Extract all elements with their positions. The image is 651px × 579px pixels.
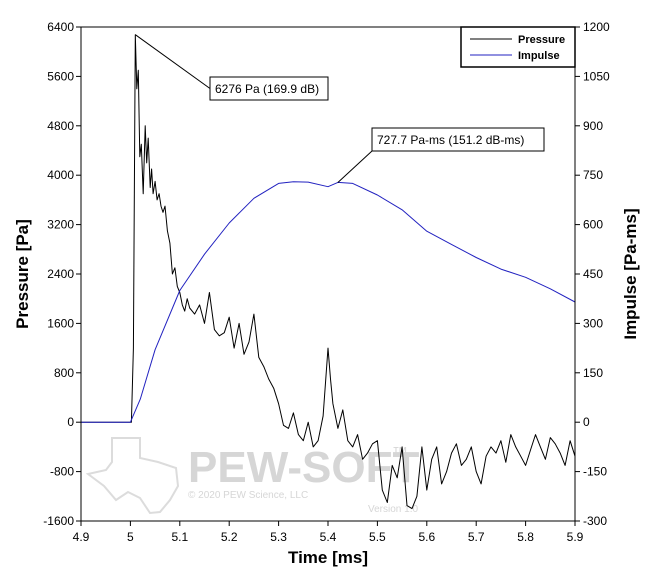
y2-tick-label: 0 — [583, 415, 590, 429]
y2-tick-label: 900 — [583, 119, 603, 133]
annotation-label-pressure: 6276 Pa (169.9 dB) — [215, 82, 319, 96]
y-tick-label: 6400 — [47, 20, 74, 34]
y-tick-label: 1600 — [47, 316, 74, 330]
annotation-layer: 6276 Pa (169.9 dB) 727.7 Pa-ms (151.2 dB-… — [135, 34, 545, 183]
legend: Pressure Impulse — [460, 26, 576, 68]
y-tick-label: 4800 — [47, 119, 74, 133]
x-tick-label: 5.5 — [369, 530, 386, 544]
annotation-leader-pressure — [135, 34, 211, 89]
watermark-brand: PEW-SOFT — [188, 443, 419, 492]
y-tick-label: -800 — [50, 465, 74, 479]
series-layer — [81, 34, 576, 510]
y2-axis-title: Impulse [Pa-ms] — [621, 208, 640, 339]
x-tick-label: 5.6 — [418, 530, 435, 544]
y2-tick-label: -150 — [583, 465, 607, 479]
watermark-version: Version 1.0 — [368, 504, 418, 515]
y-tick-label: 3200 — [47, 218, 74, 232]
x-tick-label: 5.7 — [468, 530, 485, 544]
annotation-leader-impulse — [337, 150, 373, 183]
y-axis-left: -1600 -800 0 800 1600 2400 3200 4000 4800 5600 640… — [43, 20, 81, 528]
legend-label-pressure: Pressure — [518, 34, 565, 46]
x-axis: 4.9 5 5.1 5.2 5.3 5.4 5.5 5.6 5.7 5.8 5.9 — [73, 521, 584, 544]
x-tick-label: 5 — [127, 530, 134, 544]
x-tick-label: 5.1 — [171, 530, 188, 544]
y2-tick-label: -300 — [583, 514, 607, 528]
y-axis-title: Pressure [Pa] — [13, 219, 32, 329]
watermark-trademark: ™ — [392, 445, 408, 462]
y-tick-label: 0 — [67, 415, 74, 429]
y2-tick-label: 450 — [583, 267, 603, 281]
x-tick-label: 5.2 — [221, 530, 238, 544]
y-tick-label: 2400 — [47, 267, 74, 281]
y2-tick-label: 750 — [583, 168, 603, 182]
legend-box — [460, 26, 576, 68]
x-tick-label: 4.9 — [73, 530, 90, 544]
x-tick-label: 5.4 — [320, 530, 337, 544]
legend-label-impulse: Impulse — [518, 50, 560, 62]
x-tick-label: 5.8 — [517, 530, 534, 544]
annotation-box-impulse — [371, 127, 545, 152]
x-axis-title: Time [ms] — [288, 548, 368, 567]
y-tick-label: 800 — [54, 366, 74, 380]
texas-logo-watermark — [85, 437, 180, 515]
series-line-impulse — [81, 181, 576, 423]
series-line-pressure — [81, 34, 576, 510]
y-tick-label: -1600 — [43, 514, 74, 528]
annotation-box-pressure — [209, 76, 329, 101]
y2-tick-label: 300 — [583, 316, 603, 330]
x-tick-label: 5.3 — [270, 530, 287, 544]
annotation-label-impulse: 727.7 Pa-ms (151.2 dB-ms) — [377, 133, 524, 147]
y2-tick-label: 600 — [583, 218, 603, 232]
x-tick-label: 5.9 — [567, 530, 584, 544]
y2-tick-label: 150 — [583, 366, 603, 380]
watermark: PEW-SOFT ™ © 2020 PEW Science, LLC Versi… — [85, 437, 419, 515]
y-tick-label: 5600 — [47, 69, 74, 83]
y-tick-label: 4000 — [47, 168, 74, 182]
y-axis-right: -300 -150 0 150 300 450 600 750 900 1050 1200 — [575, 20, 610, 528]
y2-tick-label: 1200 — [583, 20, 610, 34]
watermark-copyright: © 2020 PEW Science, LLC — [188, 490, 308, 501]
y2-tick-label: 1050 — [583, 69, 610, 83]
